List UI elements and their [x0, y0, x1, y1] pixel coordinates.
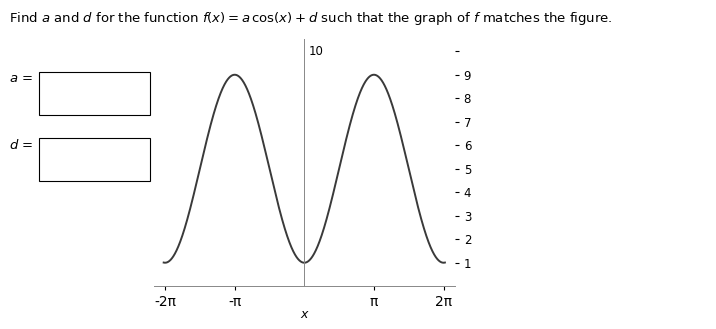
FancyBboxPatch shape — [39, 138, 150, 181]
Text: 10: 10 — [309, 45, 324, 58]
Text: $d$ =: $d$ = — [9, 138, 33, 152]
Text: $a$ =: $a$ = — [9, 72, 32, 86]
FancyBboxPatch shape — [39, 72, 150, 115]
X-axis label: x: x — [301, 309, 308, 321]
Text: Find $a$ and $d$ for the function $f(x) = a\,\cos(x) + d$ such that the graph of: Find $a$ and $d$ for the function $f(x) … — [9, 10, 612, 27]
